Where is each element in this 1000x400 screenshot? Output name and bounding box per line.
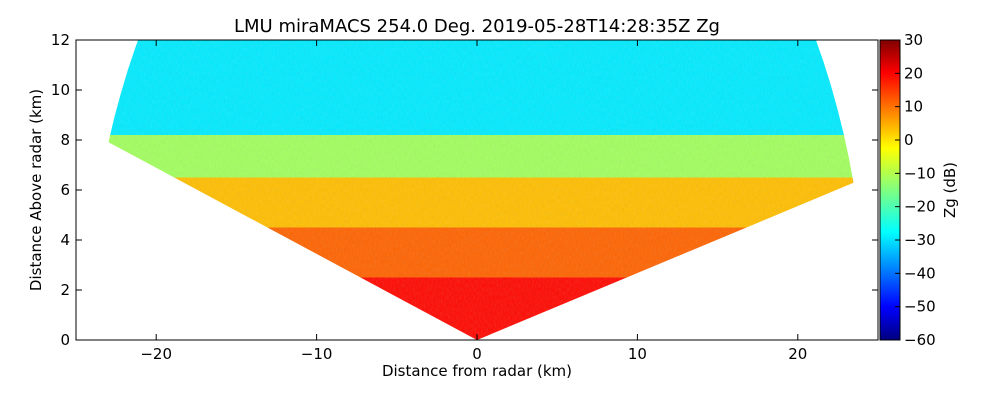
x-axis-label: Distance from radar (km) (382, 362, 572, 380)
colorbar-tick-label: −40 (904, 264, 936, 282)
x-tick-label: −20 (140, 345, 172, 363)
x-tick-label: −10 (301, 345, 333, 363)
y-axis-label: Distance Above radar (km) (27, 89, 45, 291)
colorbar-tick-label: −30 (904, 231, 936, 249)
plot-area (108, 40, 854, 340)
x-tick-label: 10 (628, 345, 647, 363)
colorbar-label: Zg (dB) (941, 162, 959, 218)
colorbar-ticks: 30 20 10 0 −10 −20 −30 −40 −50 −60 (895, 31, 936, 349)
x-tick-label: 0 (472, 345, 482, 363)
colorbar (879, 39, 901, 341)
y-tick-label: 6 (60, 181, 70, 199)
x-axis: −20 −10 0 10 20 (140, 40, 807, 363)
x-tick-label: 20 (788, 345, 807, 363)
colorbar-tick-label: 30 (904, 31, 923, 49)
colorbar-tick-label: −10 (904, 164, 936, 182)
y-tick-label: 10 (51, 81, 70, 99)
colorbar-tick-label: 0 (904, 131, 914, 149)
colorbar-tick-label: −50 (904, 298, 936, 316)
y-tick-label: 0 (60, 331, 70, 349)
colorbar-tick-label: −60 (904, 331, 936, 349)
y-tick-label: 8 (60, 131, 70, 149)
y-tick-label: 12 (51, 31, 70, 49)
colorbar-tick-label: 20 (904, 64, 923, 82)
noise-texture (108, 40, 854, 340)
y-tick-label: 4 (60, 231, 70, 249)
colorbar-tick-label: 10 (904, 98, 923, 116)
y-tick-label: 2 (60, 281, 70, 299)
colorbar-tick-label: −20 (904, 198, 936, 216)
chart-title: LMU miraMACS 254.0 Deg. 2019-05-28T14:28… (234, 16, 720, 37)
y-axis: 0 2 4 6 8 10 12 (51, 31, 878, 349)
